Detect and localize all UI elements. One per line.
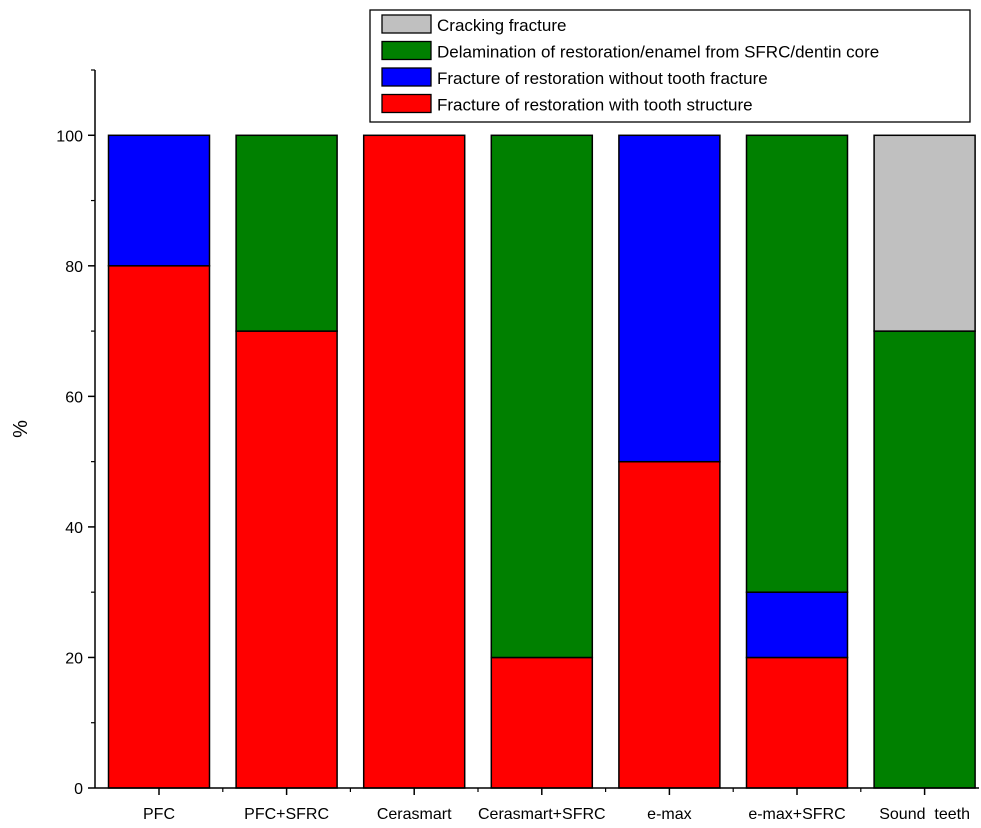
- x-tick-label: Cerasmart: [377, 806, 452, 823]
- bar-segment: [873, 134, 976, 332]
- legend-label: Fracture of restoration with tooth struc…: [437, 96, 753, 115]
- legend-label: Delamination of restoration/enamel from …: [437, 43, 879, 62]
- y-tick-label: 20: [65, 650, 83, 667]
- x-tick-label: Sound teeth: [879, 806, 970, 823]
- legend-swatch: [381, 40, 432, 61]
- bar-segment: [745, 591, 849, 659]
- y-tick-label: 40: [65, 520, 83, 537]
- y-tick-label: 100: [56, 128, 83, 145]
- axes-group: 0 20 40 60 80 100 PFC PFC+SFRC Cerasmart Cerasmar…: [10, 69, 979, 823]
- bar-segment: [107, 134, 211, 267]
- x-tick-label: PFC: [143, 806, 175, 823]
- legend-swatch: [381, 93, 432, 114]
- legend: Cracking fracture Delamination of restora…: [369, 9, 971, 123]
- bars-group: [107, 134, 976, 789]
- bar-segment: [490, 134, 594, 659]
- bar-segment: [107, 265, 211, 789]
- y-axis-label: %: [10, 420, 32, 438]
- bar-segment: [235, 134, 338, 332]
- x-tick-label: PFC+SFRC: [244, 806, 329, 823]
- x-tick-label: Cerasmart+SFRC: [478, 806, 606, 823]
- legend-box: [369, 9, 971, 123]
- x-tick-label: e-max+SFRC: [748, 806, 845, 823]
- bar-segment: [490, 656, 594, 789]
- bar-segment: [618, 460, 721, 789]
- bar-segment: [745, 656, 849, 789]
- legend-swatch: [381, 14, 432, 34]
- bar-segment: [745, 134, 849, 593]
- bar-segment: [362, 134, 466, 789]
- x-tick-label: e-max: [647, 806, 691, 823]
- legend-label: Cracking fracture: [437, 16, 566, 35]
- y-tick-label: 80: [65, 259, 83, 276]
- bar-segment: [873, 330, 976, 789]
- bar-segment: [235, 330, 338, 789]
- legend-swatch: [381, 67, 432, 87]
- bar-segment: [618, 134, 721, 463]
- legend-label: Fracture of restoration without tooth fr…: [437, 69, 768, 88]
- y-tick-label: 60: [65, 389, 83, 406]
- y-tick-label: 0: [74, 781, 83, 798]
